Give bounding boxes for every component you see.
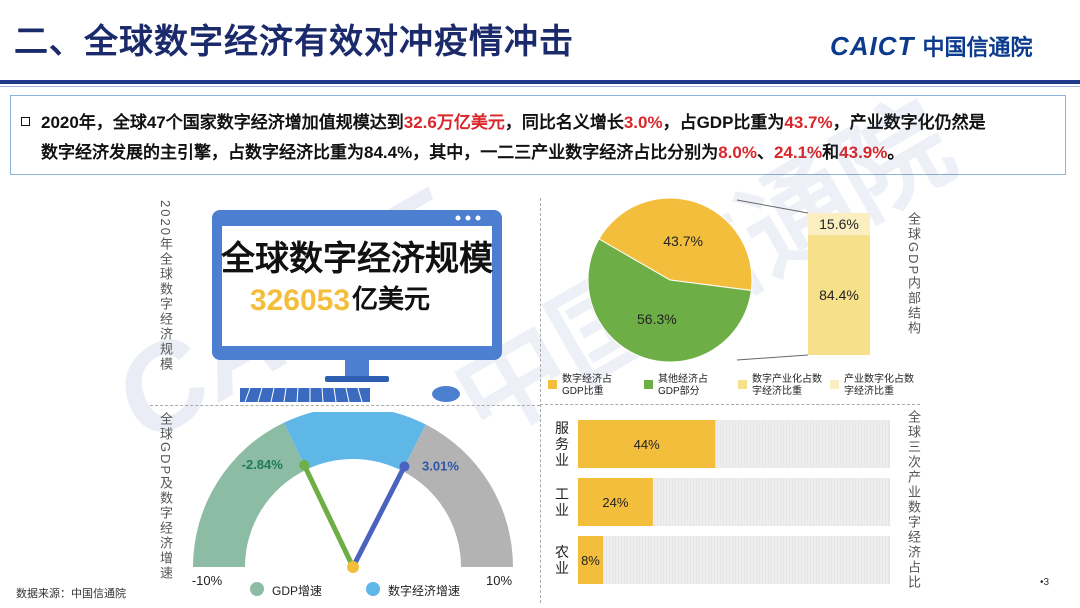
- monitor-screen: [222, 226, 492, 346]
- mouse-icon: [432, 386, 460, 402]
- logo-chinese-text: 中国信通院: [922, 35, 1033, 60]
- summary-highlight-secondary: 24.1%: [773, 143, 823, 162]
- pie-value-label: 43.7%: [663, 233, 703, 249]
- summary-highlight-primary: 8.0%: [718, 143, 757, 162]
- monitor-value: 326053: [250, 284, 350, 317]
- monitor-title: 全球数字经济规模: [220, 239, 493, 278]
- connector-top: [736, 199, 809, 214]
- legend-swatch-digital-share: [548, 380, 557, 389]
- label-industry-vertical: 全球三次产业数字经济占比: [906, 410, 921, 590]
- gauge-needle-tip: [399, 461, 410, 472]
- summary-highlight-growth: 3.0%: [623, 113, 663, 132]
- gauge-min-label: -10%: [192, 573, 223, 588]
- bar-value-label: 8%: [581, 553, 600, 568]
- summary-text-7: 和: [822, 143, 840, 162]
- gauge-band-gdp: [193, 422, 307, 567]
- pie-chart: 43.7% 56.3%: [587, 197, 753, 363]
- growth-gauge-chart: -10% 10% -2.84% 3.01%: [192, 412, 513, 588]
- gauge-value-label: 3.01%: [422, 458, 459, 473]
- legend-label-digital: 数字经济增速: [388, 584, 461, 598]
- gauge-max-label: 10%: [486, 573, 512, 588]
- legend-swatch-digital: [366, 582, 380, 596]
- bar-category-label: 务: [555, 436, 569, 452]
- monitor-unit: 亿美元: [352, 284, 430, 314]
- summary-highlight-tertiary: 43.9%: [839, 143, 888, 162]
- gauge-needle-tip: [299, 460, 310, 471]
- bar-agriculture: [578, 536, 603, 584]
- stacked-column: 15.6% 84.4%: [808, 213, 870, 355]
- legend-label-digital-industrialization: 数字产业化占数字经济比重: [752, 374, 822, 397]
- label-scale-vertical: 2020年全球数字经济规模: [158, 200, 173, 372]
- bar-category-label: 农: [555, 544, 569, 560]
- gauge-needle-gdp: [301, 462, 356, 570]
- growth-legend: GDP增速 数字经济增速: [250, 580, 500, 600]
- logo-text: CAICT: [830, 30, 915, 61]
- summary-text-8: 。: [887, 143, 905, 162]
- summary-text-3: ，占GDP比重为: [662, 113, 785, 132]
- legend-swatch-industrial-digitalization: [830, 380, 839, 389]
- pie-slice-other-share: [587, 238, 752, 363]
- bar-category-label: 业: [555, 560, 569, 576]
- legend-label-digital-share: 数字经济占GDP比重: [562, 374, 612, 397]
- bar-services: [578, 420, 716, 468]
- stack-segment-digital-industrialization: [808, 213, 870, 236]
- keyboard-icon: [240, 387, 370, 403]
- bar-industry: [578, 478, 653, 526]
- summary-text-5: 数字经济发展的主引擎，占数字经济比重为84.4%，其中，一二三产业数字经济占比分…: [41, 143, 719, 162]
- legend-swatch-other-share: [644, 380, 653, 389]
- divider-right-horizontal: [540, 404, 920, 405]
- summary-text-2: ，同比名义增长: [504, 113, 624, 132]
- square-bullet-icon: [21, 117, 30, 126]
- caict-logo: CAICT 中国信通院: [830, 30, 1032, 62]
- bar-category-label: 工: [555, 486, 569, 502]
- divider-left-horizontal: [150, 405, 540, 406]
- gauge-band-rest: [402, 424, 513, 567]
- gdp-structure-chart: 43.7% 56.3% 15.6% 84.4%: [587, 197, 870, 363]
- summary-text-1: 2020年，全球47个国家数字经济增加值规模达到: [41, 113, 404, 132]
- header-rule-thin: [0, 86, 1080, 87]
- bar-category-label: 服: [555, 420, 569, 436]
- summary-text-4: ，产业数字化仍然是: [832, 113, 986, 132]
- page-number: •3: [1040, 577, 1050, 588]
- stack-segment-industrial-digitalization: [808, 235, 870, 355]
- header-rule: [0, 80, 1080, 84]
- structure-legend: 数字经济占GDP比重 其他经济占GDP部分 数字产业化占数字经济比重 产业数字化…: [548, 372, 918, 402]
- gauge-value-label: -2.84%: [242, 457, 284, 472]
- stack-value-label: 15.6%: [819, 216, 859, 232]
- summary-highlight-share: 43.7%: [784, 113, 833, 132]
- monitor-illustration: 全球数字经济规模 326053 亿美元: [212, 210, 502, 403]
- bar-value-label: 44%: [634, 437, 660, 452]
- legend-swatch-digital-industrialization: [738, 380, 747, 389]
- summary-text-6: 、: [756, 143, 774, 162]
- monitor-stand: [345, 360, 369, 378]
- pie-slice-digital-share: [598, 197, 753, 292]
- data-source: 数据来源：中国信通院: [16, 588, 126, 600]
- summary-highlight-scale: 32.6万亿美元: [403, 113, 505, 132]
- legend-label-gdp: GDP增速: [272, 584, 323, 598]
- connector-bottom: [736, 354, 809, 361]
- legend-label-other-share: 其他经济占GDP部分: [658, 374, 708, 397]
- pie-value-label: 56.3%: [637, 311, 677, 327]
- label-growth-vertical: 全球GDP及数字经济增速: [158, 412, 173, 582]
- monitor-base: [325, 376, 389, 382]
- gauge-band-digital: [283, 412, 426, 471]
- page-title: 二、全球数字经济有效对冲疫情冲击: [14, 23, 574, 61]
- bar-category-label: 业: [555, 502, 569, 518]
- bar-category-label: 业: [555, 452, 569, 468]
- legend-swatch-gdp: [250, 582, 264, 596]
- gauge-pivot: [347, 561, 359, 573]
- gauge-needle-digital: [350, 463, 407, 570]
- bar-value-label: 24%: [602, 495, 628, 510]
- legend-label-industrial-digitalization: 产业数字化占数字经济比重: [844, 374, 914, 397]
- stack-value-label: 84.4%: [819, 287, 859, 303]
- label-structure-vertical: 全球GDP内部结构: [906, 212, 921, 337]
- divider-vertical: [540, 198, 541, 603]
- summary-box: 2020年，全球47个国家数字经济增加值规模达到32.6万亿美元，同比名义增长3…: [10, 95, 1066, 175]
